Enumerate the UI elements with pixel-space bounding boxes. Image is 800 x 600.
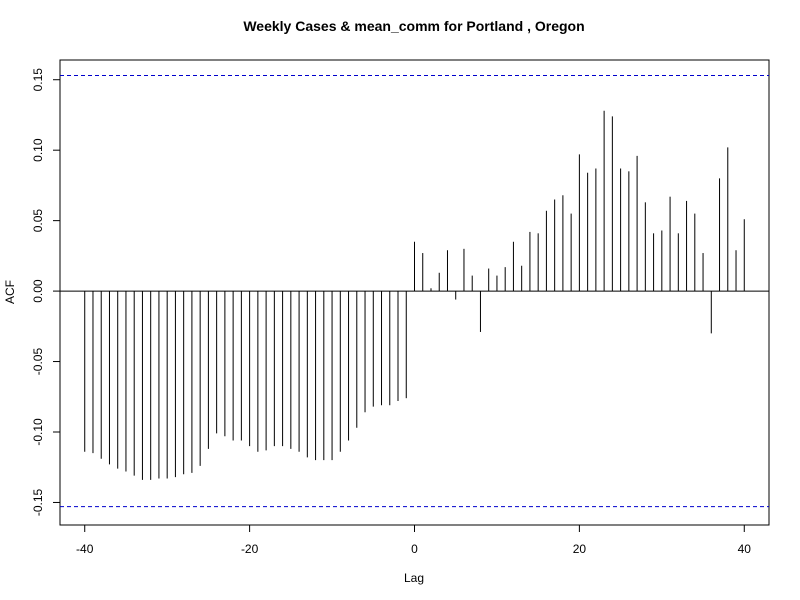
x-tick-label: 40 — [738, 542, 752, 556]
x-tick-label: 0 — [411, 542, 418, 556]
y-tick-label: 0.00 — [31, 279, 45, 303]
x-tick-label: -40 — [76, 542, 94, 556]
chart-title: Weekly Cases & mean_comm for Portland , … — [243, 18, 584, 34]
plot-frame — [59, 59, 770, 526]
y-tick-label: -0.05 — [31, 348, 45, 376]
acf-bars — [84, 110, 745, 480]
y-tick-label: 0.05 — [31, 209, 45, 233]
y-tick-label: 0.10 — [31, 138, 45, 162]
y-tick-label: 0.15 — [31, 68, 45, 92]
y-axis: -0.15 -0.10 -0.05 0.00 0.05 0.10 0.15 — [31, 68, 60, 516]
y-tick-label: -0.10 — [31, 418, 45, 446]
x-axis-label: Lag — [404, 571, 424, 585]
y-axis-label: ACF — [3, 280, 17, 304]
x-axis: -40 -20 0 20 40 — [76, 525, 751, 556]
x-tick-label: -20 — [241, 542, 259, 556]
y-tick-label: -0.15 — [31, 488, 45, 516]
x-tick-label: 20 — [573, 542, 587, 556]
